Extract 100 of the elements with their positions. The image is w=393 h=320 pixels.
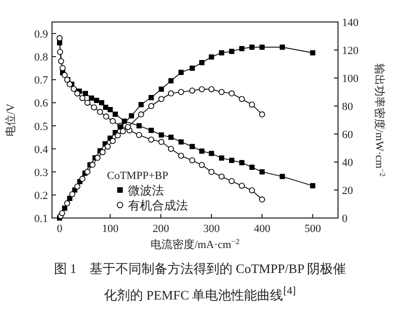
- point: [70, 86, 77, 92]
- y-tick-label: 0.3: [34, 166, 48, 179]
- y-tick-label: 0.8: [34, 52, 48, 64]
- point: [238, 182, 245, 189]
- point: [239, 160, 244, 166]
- point: [218, 173, 225, 180]
- point: [178, 152, 184, 159]
- y2-tick-label: 20: [342, 185, 354, 197]
- x-tick-label: 200: [152, 223, 170, 235]
- point: [158, 138, 164, 145]
- y-axis-title: 电位/V: [4, 103, 17, 136]
- point: [103, 114, 110, 120]
- y-tick-label: 0.4: [34, 144, 48, 156]
- point: [124, 124, 131, 130]
- point: [136, 123, 142, 128]
- point: [178, 139, 184, 145]
- point: [74, 90, 80, 96]
- point: [114, 132, 121, 138]
- point: [189, 157, 196, 164]
- point: [158, 86, 164, 92]
- point: [168, 146, 174, 152]
- point: [136, 132, 142, 138]
- point: [64, 200, 70, 206]
- y-tick-label: 0.7: [34, 74, 48, 87]
- point: [198, 86, 205, 92]
- point: [168, 134, 174, 140]
- point: [310, 50, 316, 56]
- point: [88, 95, 94, 101]
- point: [59, 210, 66, 216]
- y-tick-label: 0.5: [34, 120, 48, 133]
- point: [280, 174, 285, 180]
- point: [57, 48, 64, 55]
- point: [148, 103, 154, 109]
- y2-tick-label: 140: [342, 17, 359, 29]
- y2-tick-label: 120: [342, 45, 359, 57]
- point: [79, 95, 86, 102]
- point: [199, 148, 204, 154]
- point: [280, 44, 285, 50]
- point: [218, 89, 225, 95]
- point: [103, 104, 108, 110]
- point: [190, 144, 195, 150]
- legend-title: CoTMPP+BP: [107, 170, 168, 182]
- point: [108, 107, 113, 112]
- point: [82, 90, 88, 96]
- point: [128, 113, 134, 118]
- point: [58, 58, 64, 64]
- y-tick-label: 0.6: [34, 98, 48, 110]
- point: [60, 65, 66, 72]
- point: [62, 72, 68, 78]
- point: [259, 111, 266, 118]
- point: [69, 191, 76, 198]
- point: [178, 89, 184, 95]
- point: [97, 108, 104, 115]
- point: [229, 48, 234, 54]
- point: [249, 44, 255, 50]
- point: [138, 102, 144, 108]
- point: [249, 164, 255, 170]
- point: [94, 98, 100, 103]
- point: [148, 136, 154, 143]
- point: [158, 96, 164, 102]
- point: [94, 154, 101, 161]
- point: [168, 78, 174, 84]
- point: [74, 184, 80, 190]
- point: [239, 46, 244, 52]
- point: [178, 70, 184, 75]
- point: [56, 35, 63, 42]
- point: [259, 169, 265, 174]
- point: [228, 90, 235, 96]
- x-tick-label: 100: [102, 223, 119, 235]
- point: [100, 149, 106, 156]
- point: [259, 196, 266, 203]
- legend-label: 有机合成法: [128, 198, 188, 212]
- point: [198, 162, 205, 168]
- point: [91, 104, 98, 110]
- point: [218, 50, 224, 56]
- y2-tick-label: 100: [342, 73, 359, 85]
- point: [148, 128, 154, 133]
- point: [110, 138, 116, 144]
- point: [259, 44, 265, 50]
- y2-tick-label: 0: [342, 213, 348, 225]
- point: [238, 96, 245, 102]
- y2-tick-label: 40: [342, 157, 354, 169]
- point: [208, 168, 214, 175]
- legend-label: 微波法: [128, 184, 164, 198]
- point: [190, 66, 195, 71]
- point: [112, 112, 118, 117]
- point: [229, 158, 234, 163]
- point: [310, 183, 316, 188]
- point: [148, 95, 154, 100]
- point: [208, 86, 214, 92]
- point: [199, 60, 204, 66]
- point: [84, 168, 90, 175]
- point: [218, 155, 224, 161]
- point: [208, 54, 214, 60]
- point: [248, 187, 255, 194]
- caption: 图 1 基于不同制备方法得到的 CoTMPP/BP 阴极催化剂的 PEMFC 单电池性能曲线$^{[4]}$: [52, 260, 348, 304]
- point: [189, 88, 196, 94]
- y2-tick-label: 60: [342, 129, 354, 141]
- x-tick-label: 400: [254, 223, 271, 235]
- point: [99, 100, 104, 106]
